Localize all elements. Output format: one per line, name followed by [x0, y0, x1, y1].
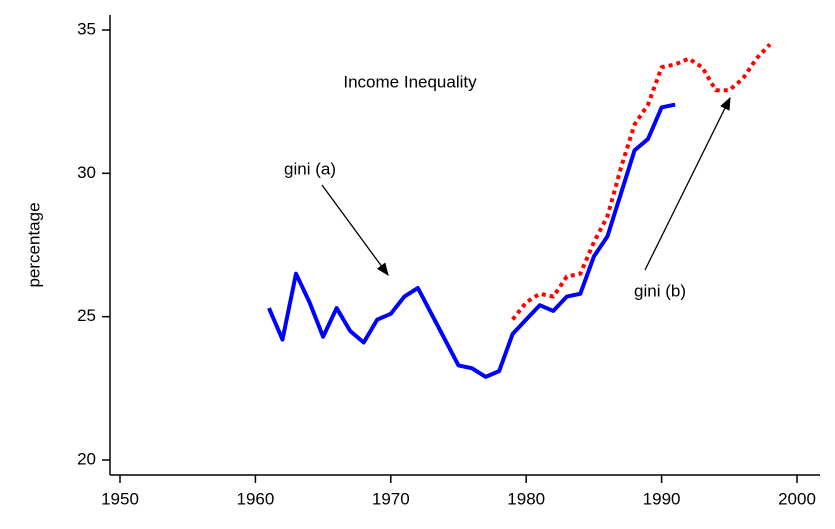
annotation: gini (b)	[634, 281, 686, 300]
arrow	[644, 96, 731, 271]
y-axis-label: percentage	[24, 202, 43, 287]
x-tick-label: 1980	[507, 489, 545, 508]
annotation: gini (a)	[284, 159, 336, 178]
x-tick-label: 1960	[236, 489, 274, 508]
y-tick-label: 35	[77, 19, 96, 38]
x-tick-label: 1950	[101, 489, 139, 508]
arrow	[321, 184, 389, 277]
line-series	[267, 102, 676, 379]
chart-title: Income Inequality	[343, 72, 477, 91]
y-tick-label: 25	[77, 306, 96, 325]
x-tick-label: 1970	[372, 489, 410, 508]
x-tick-label: 1990	[643, 489, 681, 508]
x-tick-label: 2000	[778, 489, 816, 508]
y-tick-label: 20	[77, 449, 96, 468]
line-series	[511, 42, 772, 321]
y-tick-label: 30	[77, 163, 96, 182]
